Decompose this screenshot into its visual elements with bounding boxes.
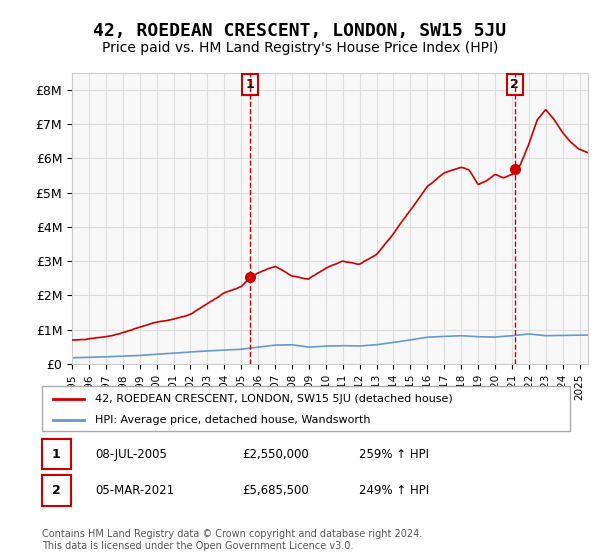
Text: 42, ROEDEAN CRESCENT, LONDON, SW15 5JU (detached house): 42, ROEDEAN CRESCENT, LONDON, SW15 5JU (…: [95, 394, 452, 404]
Text: 42, ROEDEAN CRESCENT, LONDON, SW15 5JU: 42, ROEDEAN CRESCENT, LONDON, SW15 5JU: [94, 22, 506, 40]
Text: HPI: Average price, detached house, Wandsworth: HPI: Average price, detached house, Wand…: [95, 415, 370, 425]
Text: 08-JUL-2005: 08-JUL-2005: [95, 447, 167, 461]
Text: 1: 1: [245, 78, 254, 91]
FancyBboxPatch shape: [42, 439, 71, 469]
FancyBboxPatch shape: [42, 386, 570, 431]
Text: 2: 2: [52, 484, 61, 497]
FancyBboxPatch shape: [42, 475, 71, 506]
Text: Price paid vs. HM Land Registry's House Price Index (HPI): Price paid vs. HM Land Registry's House …: [102, 41, 498, 55]
Text: 05-MAR-2021: 05-MAR-2021: [95, 484, 174, 497]
Text: 259% ↑ HPI: 259% ↑ HPI: [359, 447, 429, 461]
Text: Contains HM Land Registry data © Crown copyright and database right 2024.
This d: Contains HM Land Registry data © Crown c…: [42, 529, 422, 551]
Text: 2: 2: [511, 78, 519, 91]
Text: £2,550,000: £2,550,000: [242, 447, 310, 461]
Text: 1: 1: [52, 447, 61, 461]
Text: 249% ↑ HPI: 249% ↑ HPI: [359, 484, 429, 497]
Text: £5,685,500: £5,685,500: [242, 484, 310, 497]
